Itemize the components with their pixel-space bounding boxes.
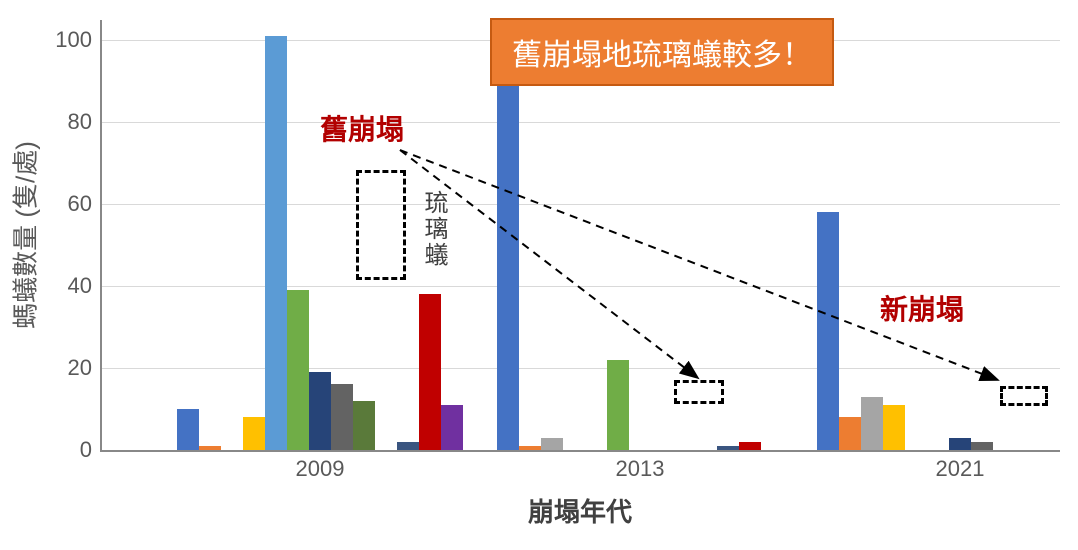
annotation-arrows xyxy=(0,0,1078,550)
ant-count-bar-chart: 020406080100200920132021 螞蟻數量 (隻/處) 崩塌年代… xyxy=(0,0,1078,550)
